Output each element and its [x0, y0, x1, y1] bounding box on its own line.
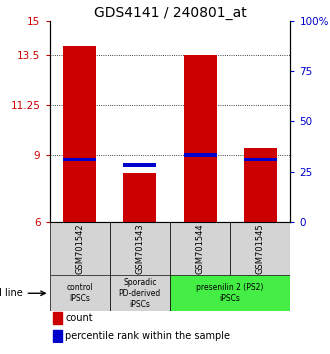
- Bar: [244, 148, 277, 222]
- Text: control
IPSCs: control IPSCs: [66, 283, 93, 303]
- Bar: [50, 222, 110, 275]
- Bar: [230, 222, 290, 275]
- Bar: [183, 153, 216, 156]
- Text: GSM701542: GSM701542: [75, 223, 84, 274]
- Text: Sporadic
PD-derived
iPSCs: Sporadic PD-derived iPSCs: [119, 278, 161, 309]
- Bar: [110, 222, 170, 275]
- Bar: [170, 222, 230, 275]
- Bar: [244, 158, 277, 161]
- Text: cell line: cell line: [0, 288, 22, 298]
- Text: GSM701544: GSM701544: [196, 223, 205, 274]
- Bar: [50, 275, 110, 311]
- Bar: [183, 55, 216, 222]
- Bar: [123, 173, 156, 222]
- Text: percentile rank within the sample: percentile rank within the sample: [65, 331, 230, 341]
- Bar: [53, 331, 61, 342]
- Text: presenilin 2 (PS2)
iPSCs: presenilin 2 (PS2) iPSCs: [196, 283, 264, 303]
- Bar: [123, 163, 156, 167]
- Bar: [110, 275, 170, 311]
- Text: GSM701543: GSM701543: [135, 223, 144, 274]
- Bar: [170, 275, 290, 311]
- Title: GDS4141 / 240801_at: GDS4141 / 240801_at: [94, 6, 246, 20]
- Bar: [53, 313, 61, 324]
- Bar: [63, 158, 96, 161]
- Text: GSM701545: GSM701545: [256, 223, 265, 274]
- Bar: [63, 46, 96, 222]
- Text: count: count: [65, 313, 93, 323]
